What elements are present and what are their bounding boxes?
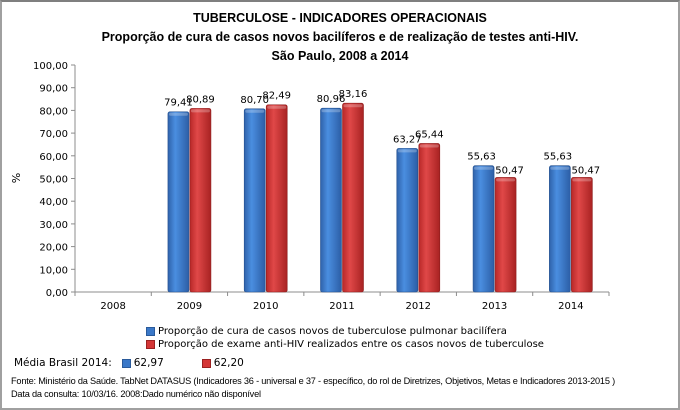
bar-chart: 0,00 10,00 20,00 30,00 40,00 50,00 60,00 70,00 8… <box>10 61 610 312</box>
y-tick-label: 100,00 <box>33 61 68 72</box>
legend-item-hiv: Proporção de exame anti-HIV realizados e… <box>146 338 544 351</box>
chart-location-period: São Paulo, 2008 a 2014 <box>271 49 409 63</box>
y-tick-label: 60,00 <box>39 152 68 163</box>
x-tick-label: 2013 <box>482 301 507 312</box>
y-tick-label: 0,00 <box>46 288 68 299</box>
bar-hiv <box>418 143 441 293</box>
x-tick-label: 2014 <box>558 301 583 312</box>
data-label: 55,63 <box>467 152 496 163</box>
bar-hiv <box>571 177 593 293</box>
x-tick-label: 2009 <box>177 301 202 312</box>
media-brasil: Média Brasil 2014: 62,97 62,20 <box>14 357 244 369</box>
y-tick-label: 70,00 <box>39 129 68 140</box>
data-label: 80,89 <box>186 94 215 105</box>
bar-highlight <box>190 109 210 113</box>
footer-note: Data da consulta: 10/03/16. 2008:Dado nu… <box>11 389 261 399</box>
bar-hiv <box>342 102 364 293</box>
y-axis-label: % <box>10 173 23 183</box>
legend-label-hiv: Proporção de exame anti-HIV realizados e… <box>158 339 544 350</box>
legend-item-cura: Proporção de cura de casos novos de tube… <box>146 325 544 338</box>
y-tick-label: 10,00 <box>39 265 68 276</box>
data-label: 50,47 <box>572 165 601 176</box>
bar-highlight <box>321 109 341 113</box>
media-swatch-red <box>201 358 211 368</box>
media-brasil-label: Média Brasil 2014: <box>14 357 112 369</box>
y-tick-label: 40,00 <box>39 197 68 208</box>
chart-subtitle: Proporção de cura de casos novos bacilíf… <box>101 30 579 44</box>
bar-cura <box>472 165 495 293</box>
bar-highlight <box>397 149 417 153</box>
legend-swatch-blue <box>146 327 155 336</box>
bar-hiv <box>494 177 517 293</box>
data-label: 80,96 <box>317 94 346 105</box>
x-tick-label: 2008 <box>100 301 125 312</box>
bar-highlight <box>419 144 439 148</box>
bar-cura <box>320 107 342 293</box>
bar-hiv <box>265 104 288 293</box>
y-tick-label: 80,00 <box>39 106 68 117</box>
data-label: 65,44 <box>415 129 444 140</box>
x-tick-label: 2010 <box>253 301 278 312</box>
media-value-hiv: 62,20 <box>213 357 244 369</box>
bar-highlight <box>343 104 363 108</box>
y-tick-label: 30,00 <box>39 220 68 231</box>
legend-swatch-red <box>146 340 155 349</box>
bar-highlight <box>267 105 287 109</box>
bar-cura <box>167 111 190 293</box>
bar-highlight <box>168 112 188 116</box>
data-label: 55,63 <box>544 152 573 163</box>
y-tick-label: 20,00 <box>39 243 68 254</box>
bar-highlight <box>474 166 494 170</box>
bar-cura <box>396 148 419 293</box>
x-tick-label: 2011 <box>329 301 354 312</box>
bar-highlight <box>245 109 265 113</box>
data-label: 63,27 <box>393 134 422 145</box>
bar-cura <box>549 165 571 293</box>
data-label: 80,70 <box>240 95 269 106</box>
bar-highlight <box>572 178 592 182</box>
data-label: 79,41 <box>164 98 193 109</box>
bar-highlight <box>496 178 516 182</box>
y-tick-label: 90,00 <box>39 84 68 95</box>
footer-source: Fonte: Ministério da Saúde. TabNet DATAS… <box>11 376 615 386</box>
legend-label-cura: Proporção de cura de casos novos de tube… <box>158 326 507 337</box>
data-label: 83,16 <box>339 89 368 100</box>
data-label: 50,47 <box>495 165 524 176</box>
media-value-cura: 62,97 <box>133 357 164 369</box>
bar-cura <box>243 108 266 293</box>
chart-legend: Proporção de cura de casos novos de tube… <box>146 325 544 351</box>
bar-highlight <box>550 166 570 170</box>
media-swatch-blue <box>121 358 131 368</box>
y-tick-label: 50,00 <box>39 175 68 186</box>
bar-hiv <box>189 108 212 293</box>
chart-title: TUBERCULOSE - INDICADORES OPERACIONAIS <box>193 11 487 25</box>
data-label: 82,49 <box>262 91 291 102</box>
x-tick-label: 2012 <box>406 301 431 312</box>
